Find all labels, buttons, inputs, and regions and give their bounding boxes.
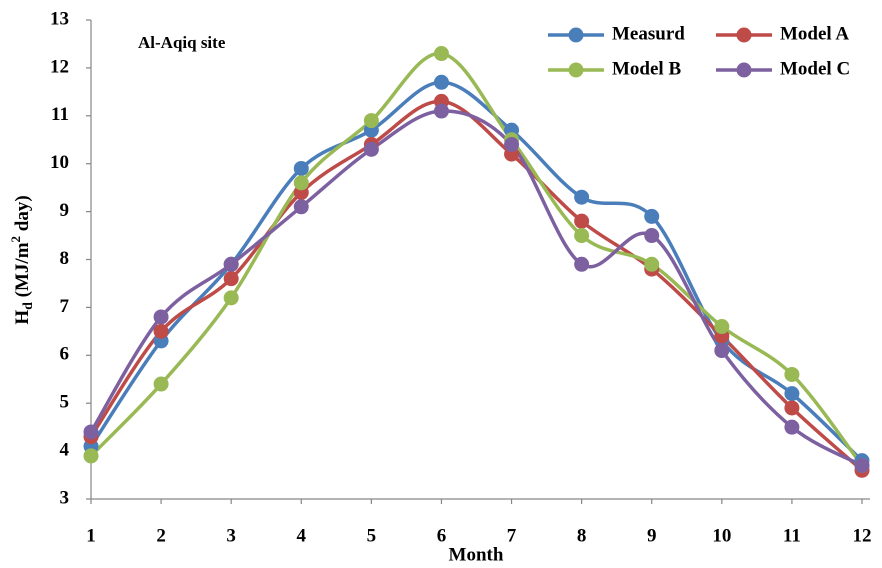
x-tick-label: 6 <box>437 525 447 546</box>
y-tick-label: 7 <box>60 296 70 317</box>
point <box>293 199 309 215</box>
x-tick-label: 1 <box>86 525 96 546</box>
annotation: Al-Aqiq site <box>138 33 226 52</box>
legend-marker <box>568 62 584 78</box>
y-tick-label: 9 <box>60 200 70 221</box>
point <box>153 309 169 325</box>
y-tick-label: 13 <box>50 8 69 29</box>
y-tick-label: 3 <box>60 487 70 508</box>
point <box>574 189 590 205</box>
x-tick-label: 2 <box>156 525 166 546</box>
point <box>714 343 730 359</box>
point <box>223 290 239 306</box>
x-tick-label: 12 <box>853 525 872 546</box>
point <box>363 113 379 129</box>
x-tick-label: 3 <box>226 525 236 546</box>
point <box>433 46 449 62</box>
x-tick-label: 5 <box>367 525 377 546</box>
legend-label: Model B <box>612 58 681 79</box>
point <box>574 213 590 229</box>
y-label-sub: d <box>21 302 36 310</box>
point <box>854 457 870 473</box>
y-tick-label: 12 <box>50 56 69 77</box>
point <box>714 319 730 335</box>
x-tick-label: 8 <box>577 525 587 546</box>
point <box>293 160 309 176</box>
point <box>644 228 660 244</box>
point <box>153 323 169 339</box>
series-line <box>89 80 864 462</box>
x-tick-label: 9 <box>647 525 657 546</box>
x-tick-label: 7 <box>507 525 517 546</box>
point <box>83 424 99 440</box>
legend-label: Measurd <box>612 23 685 44</box>
point <box>504 137 520 153</box>
x-tick-label: 11 <box>783 525 801 546</box>
point <box>153 376 169 392</box>
point <box>574 256 590 272</box>
y-axis-label: Hd (MJ/m2 day) <box>8 195 36 324</box>
legend-marker <box>736 62 752 78</box>
x-tick-label: 10 <box>712 525 731 546</box>
point <box>784 366 800 382</box>
series-line <box>89 109 863 468</box>
point <box>223 271 239 287</box>
y-label-sup: 2 <box>8 236 23 243</box>
point <box>433 103 449 119</box>
series-line <box>89 99 864 472</box>
y-tick-label: 6 <box>60 344 70 365</box>
legend-marker <box>568 27 584 43</box>
legend-label: Model C <box>780 58 850 79</box>
legend-marker <box>736 27 752 43</box>
y-tick-label: 5 <box>60 392 70 413</box>
y-tick-label: 10 <box>50 152 69 173</box>
point <box>293 175 309 191</box>
x-axis-label: Month <box>449 544 504 565</box>
point <box>784 386 800 402</box>
point <box>83 448 99 464</box>
y-tick-label: 4 <box>60 439 70 460</box>
point <box>574 228 590 244</box>
legend-label: Model A <box>780 23 849 44</box>
point <box>644 256 660 272</box>
y-tick-label: 11 <box>51 104 69 125</box>
series-line <box>89 51 864 467</box>
point <box>784 419 800 435</box>
point <box>363 141 379 157</box>
y-label-main: H <box>12 310 33 325</box>
point <box>223 256 239 272</box>
point <box>784 400 800 416</box>
x-tick-label: 4 <box>297 525 307 546</box>
point <box>644 208 660 224</box>
point <box>433 74 449 90</box>
y-label-middle: (MJ/m <box>12 242 33 302</box>
y-tick-label: 8 <box>60 248 70 269</box>
y-label-end: day) <box>12 195 33 236</box>
